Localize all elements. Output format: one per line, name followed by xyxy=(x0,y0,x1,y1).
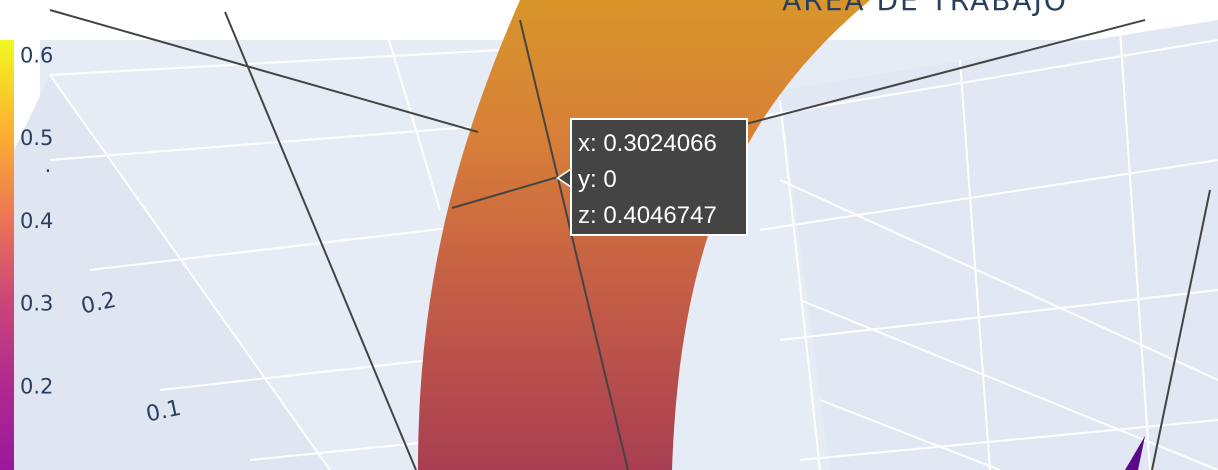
colorbar-tick-4: 0.2 xyxy=(20,374,53,398)
scene-right-wall xyxy=(780,20,1218,470)
scene-title: ÁREA DE TRABAJO xyxy=(782,0,1068,17)
colorbar-tick-2: 0.4 xyxy=(20,209,53,233)
surface-spike xyxy=(1125,436,1145,470)
scene-left-floor xyxy=(0,75,330,470)
hover-tooltip: x: 0.3024066 y: 0 z: 0.4046747 xyxy=(570,118,748,236)
hover-z-label: z: 0.4046747 xyxy=(578,202,717,229)
hover-x-label: x: 0.3024066 xyxy=(578,130,717,157)
colorbar[interactable] xyxy=(0,40,14,470)
colorbar-tick-1: 0.5 xyxy=(20,126,53,150)
hover-arrow-inner xyxy=(559,170,571,186)
colorbar-tick-0: 0.6 xyxy=(20,44,53,68)
colorbar-tick-3: 0.3 xyxy=(20,292,53,316)
hover-y-label: y: 0 xyxy=(578,166,617,193)
colorbar-ticks: 0.6 0.5 0.4 0.3 0.2 xyxy=(20,44,53,399)
axis-lines xyxy=(49,9,1211,470)
colorbar-dot: · xyxy=(45,159,52,183)
